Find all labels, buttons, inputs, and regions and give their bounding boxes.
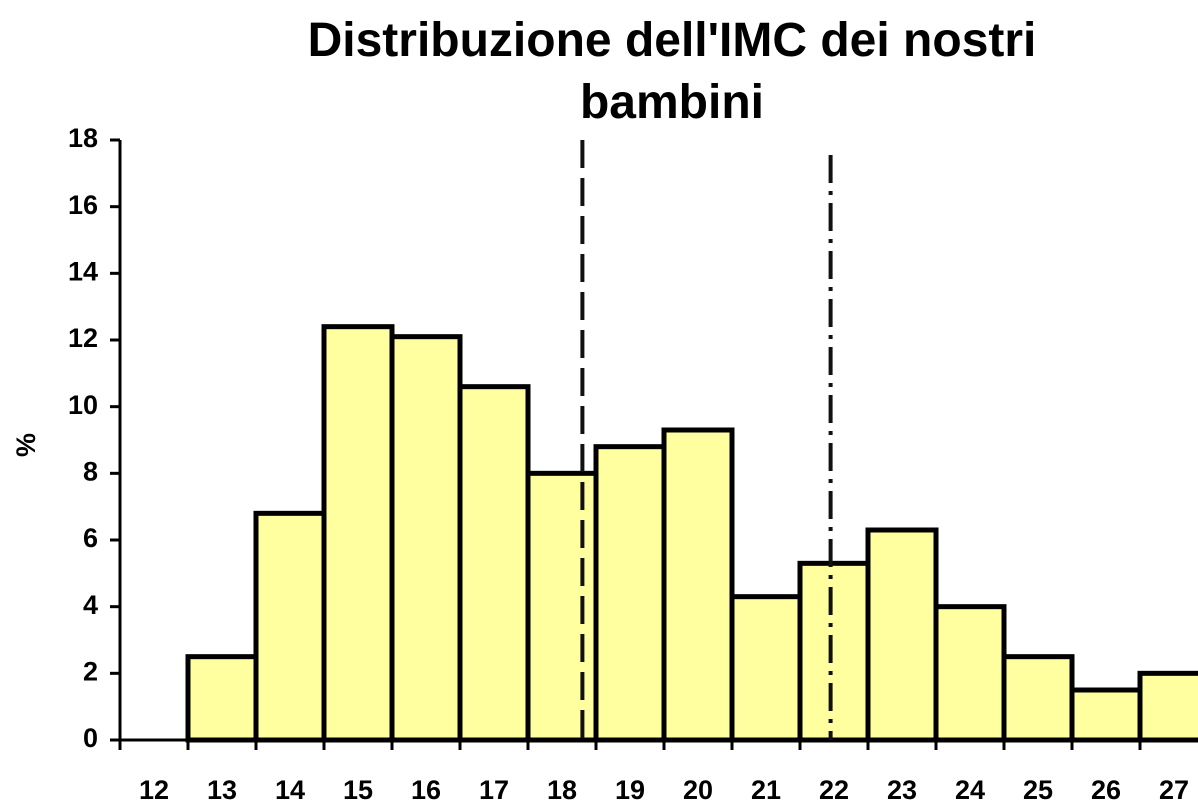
y-tick-label: 16 (68, 190, 98, 220)
bar (389, 334, 463, 743)
y-tick-label: 12 (68, 323, 98, 353)
y-tick-label: 10 (68, 390, 98, 420)
bar (593, 444, 667, 743)
y-tick-label: 2 (83, 656, 98, 686)
x-tick-label: 22 (819, 775, 849, 805)
y-tick-label: 18 (68, 123, 98, 153)
bar (1001, 654, 1075, 743)
x-tick-label: 20 (683, 775, 713, 805)
x-tick-label: 14 (275, 775, 305, 805)
bar (1137, 670, 1198, 743)
bar (865, 527, 939, 743)
chart-title: Distribuzione dell'IMC dei nostri bambin… (307, 14, 1037, 129)
bar (185, 654, 259, 743)
bar (933, 604, 1007, 743)
y-tick-label: 4 (83, 590, 98, 620)
x-tick-label: 17 (479, 775, 509, 805)
x-tick-label: 21 (751, 775, 781, 805)
x-tick-label: 15 (343, 775, 373, 805)
y-tick-label: 6 (83, 523, 98, 553)
x-tick-label: 23 (887, 775, 917, 805)
x-tick-label: 13 (207, 775, 237, 805)
bar (797, 560, 871, 743)
y-tick-label: 14 (68, 256, 98, 286)
x-tick-label: 25 (1023, 775, 1053, 805)
y-tick-label: 0 (83, 723, 98, 753)
bar (661, 427, 735, 743)
y-axis-label: % (11, 433, 41, 457)
x-tick-label: 24 (955, 775, 985, 805)
bar (729, 594, 803, 743)
bar (457, 384, 531, 743)
x-tick-label: 19 (615, 775, 645, 805)
x-tick-label: 18 (547, 775, 577, 805)
bar (253, 510, 327, 743)
x-tick-label: 16 (411, 775, 441, 805)
x-tick-label: 27 (1159, 775, 1189, 805)
x-tick-label: 12 (139, 775, 169, 805)
bar (525, 470, 599, 743)
y-tick-label: 8 (83, 456, 98, 486)
bar (321, 324, 395, 743)
x-tick-label: 26 (1091, 775, 1121, 805)
bar (1069, 687, 1143, 743)
